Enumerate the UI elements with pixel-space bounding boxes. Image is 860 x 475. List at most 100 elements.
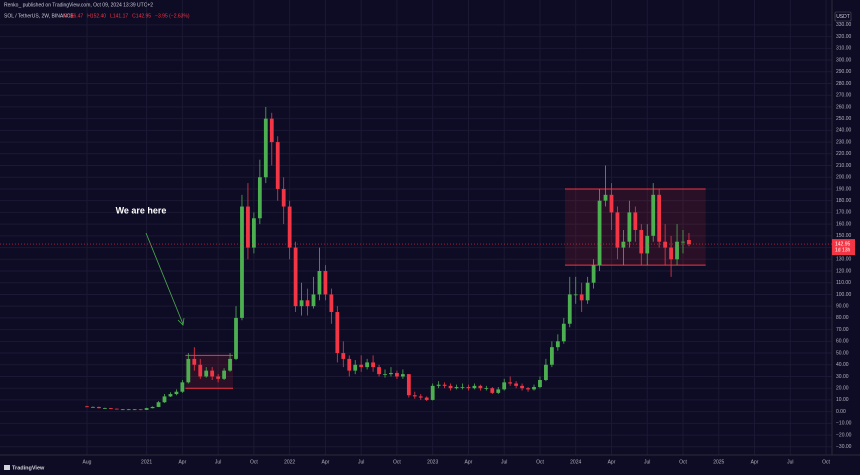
- candle-body: [681, 241, 685, 243]
- candle-body: [603, 194, 608, 201]
- x-tick-label: Apr: [465, 459, 473, 465]
- candle-body: [234, 317, 238, 359]
- candle-body: [597, 200, 602, 266]
- candle-body: [353, 364, 358, 371]
- candle-body: [246, 206, 250, 248]
- y-tick-label: 170.00: [836, 210, 852, 216]
- ohlc-value: O146.47: [64, 13, 83, 19]
- candle-body: [341, 353, 346, 359]
- candle-body: [132, 409, 137, 411]
- ohlc-value: C142.95: [132, 13, 151, 19]
- y-tick-label: −20.00: [836, 432, 852, 438]
- candle-body: [538, 379, 542, 388]
- x-tick-label: Jul: [358, 459, 364, 465]
- candle-body: [293, 247, 298, 307]
- candle-body: [621, 241, 626, 248]
- ohlc-header: O146.47 H152.40 L141.17 C142.95 −3.95 (−2.63…: [64, 13, 190, 19]
- candle-body: [514, 383, 519, 386]
- y-tick-label: 70.00: [836, 327, 849, 333]
- y-tick-label: 310.00: [836, 46, 852, 52]
- candle-body: [544, 364, 548, 380]
- candle-body: [222, 370, 226, 379]
- candle-body: [329, 294, 334, 313]
- x-tick-label: Oct: [536, 459, 544, 465]
- candle-body: [520, 385, 524, 389]
- last-price-tag: [832, 239, 855, 256]
- candle-body: [120, 409, 125, 411]
- annotation-arrow: [145, 232, 184, 325]
- candle-body: [186, 358, 191, 383]
- annotation-arrowhead: [177, 317, 185, 326]
- candle-body: [323, 271, 328, 295]
- candle-body: [102, 408, 107, 409]
- candle-body: [424, 397, 429, 400]
- y-tick-label: 320.00: [836, 34, 852, 40]
- candle-body: [418, 396, 423, 398]
- candle-body: [287, 206, 292, 248]
- candle-body: [645, 235, 650, 254]
- logo-text: TradingView: [12, 465, 45, 471]
- candle-body: [675, 241, 679, 260]
- currency-label: USDT: [836, 14, 850, 20]
- candle-body: [561, 323, 566, 342]
- candle-body: [651, 194, 656, 236]
- candle-body: [383, 374, 387, 375]
- candle-body: [281, 188, 286, 207]
- candle-body: [639, 229, 644, 254]
- candle-body: [478, 385, 483, 389]
- candle-body: [174, 391, 179, 395]
- y-tick-label: 50.00: [836, 350, 849, 356]
- x-tick-label: 2023: [427, 459, 438, 465]
- y-tick-label: 200.00: [836, 175, 852, 181]
- candle-body: [275, 142, 280, 189]
- logo-mark: [4, 465, 10, 470]
- candle-body: [532, 387, 536, 390]
- x-tick-label: Apr: [322, 459, 330, 465]
- candle-body: [240, 206, 244, 318]
- y-tick-label: 210.00: [836, 163, 852, 169]
- candle-body: [138, 409, 143, 411]
- candle-body: [633, 212, 638, 230]
- x-tick-label: 2025: [713, 459, 724, 465]
- candle-body: [508, 382, 513, 384]
- y-tick-label: 0.00: [836, 409, 846, 415]
- candle-body: [251, 218, 256, 248]
- y-tick-label: 20.00: [836, 386, 849, 392]
- y-tick-label: −10.00: [836, 421, 852, 427]
- candle-body: [657, 194, 662, 242]
- candle-body: [168, 394, 173, 397]
- candle-body: [472, 385, 477, 389]
- x-tick-label: Aug: [83, 459, 92, 465]
- x-tick-label: Apr: [608, 459, 616, 465]
- y-tick-label: 290.00: [836, 69, 852, 75]
- candle-body: [269, 118, 274, 143]
- candle-body: [192, 358, 197, 365]
- candle-body: [228, 358, 232, 371]
- candle-body: [454, 387, 459, 389]
- candle-body: [299, 300, 304, 307]
- candle-body: [85, 406, 89, 408]
- candle-body: [663, 241, 668, 248]
- candle-body: [91, 406, 95, 408]
- grid: [0, 0, 832, 455]
- candle-body: [549, 347, 554, 365]
- y-tick-label: 60.00: [836, 339, 849, 345]
- y-tick-label: 280.00: [836, 81, 852, 87]
- currency-box: [834, 11, 852, 22]
- candle-body: [579, 294, 584, 301]
- candle-body: [555, 341, 560, 348]
- x-tick-label: 2024: [570, 459, 581, 465]
- candle-body: [108, 408, 113, 409]
- y-tick-label: 10.00: [836, 397, 849, 403]
- x-tick-label: Jul: [787, 459, 793, 465]
- x-tick-label: Jul: [215, 459, 221, 465]
- candle-body: [484, 388, 489, 389]
- y-tick-label: 90.00: [836, 303, 849, 309]
- candle-body: [204, 370, 209, 377]
- candle-body: [162, 396, 167, 403]
- candle-body: [466, 387, 471, 389]
- y-tick-label: −30.00: [836, 444, 852, 450]
- x-tick-label: Oct: [679, 459, 687, 465]
- y-tick-label: 30.00: [836, 374, 849, 380]
- candle-body: [263, 118, 268, 178]
